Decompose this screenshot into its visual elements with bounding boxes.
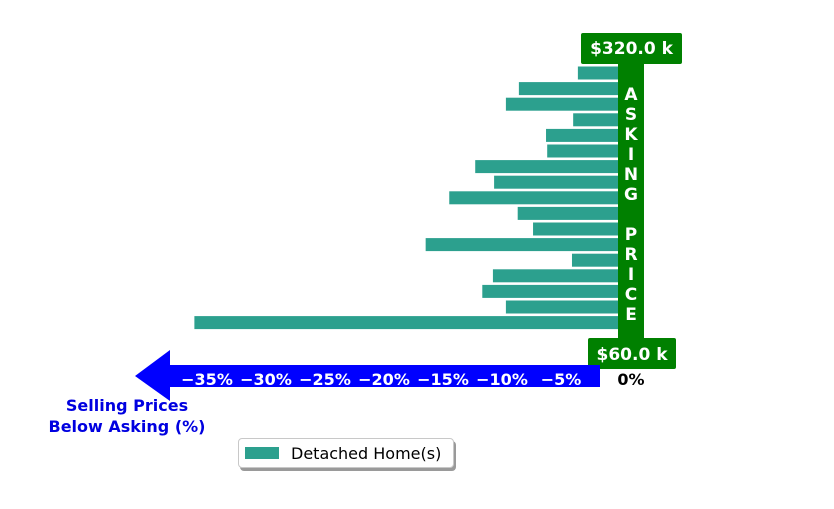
bar [533, 222, 618, 236]
x-tick-label: −30% [240, 370, 292, 389]
x-tick-labels: −35% −30% −25% −20% −15% −10% −5% [181, 370, 581, 389]
bar [546, 128, 618, 142]
banner-letter: I [628, 265, 634, 285]
bar [518, 82, 618, 96]
x-tick-label: −15% [417, 370, 469, 389]
bar [449, 191, 618, 205]
banner-letter: R [624, 245, 637, 265]
x-tick-label: −25% [299, 370, 351, 389]
x-axis-label-line-2: Below Asking (%) [49, 417, 206, 436]
x-tick-label: −20% [358, 370, 410, 389]
banner-letter: I [628, 145, 634, 165]
legend-swatch [245, 447, 279, 459]
x-axis-arrow [135, 350, 600, 401]
x-tick-label: −5% [541, 370, 582, 389]
bar [482, 284, 618, 298]
banner-letter: P [625, 225, 637, 245]
bar [571, 253, 618, 267]
top-price-badge: $320.0 k [581, 33, 682, 64]
bar [194, 316, 618, 330]
bar [577, 66, 618, 80]
zero-tick-label: 0% [617, 370, 644, 389]
bottom-price-badge: $60.0 k [588, 338, 676, 369]
legend-label: Detached Home(s) [291, 443, 442, 463]
banner-letter: C [625, 285, 637, 305]
bar [494, 175, 618, 189]
banner-letter: A [624, 85, 638, 105]
banner-letter: E [625, 305, 637, 325]
banner-letter: N [624, 165, 638, 185]
top-price-label: $320.0 k [590, 39, 674, 59]
bar [425, 238, 618, 252]
banner-letter: S [625, 105, 637, 125]
x-tick-label: −10% [476, 370, 528, 389]
bar [517, 206, 618, 220]
banner-letter: K [624, 125, 638, 145]
bar [505, 97, 618, 111]
banner-letter: G [624, 185, 638, 205]
x-axis-label-line-1: Selling Prices [66, 396, 188, 415]
asking-price-banner [618, 62, 644, 340]
bar [475, 160, 618, 174]
x-tick-label: −35% [181, 370, 233, 389]
bar [505, 300, 618, 314]
bar-group [194, 66, 618, 330]
bottom-price-label: $60.0 k [597, 345, 669, 365]
bar [492, 269, 618, 283]
bar [547, 144, 618, 158]
legend: Detached Home(s) [238, 438, 454, 468]
bar [573, 113, 618, 127]
